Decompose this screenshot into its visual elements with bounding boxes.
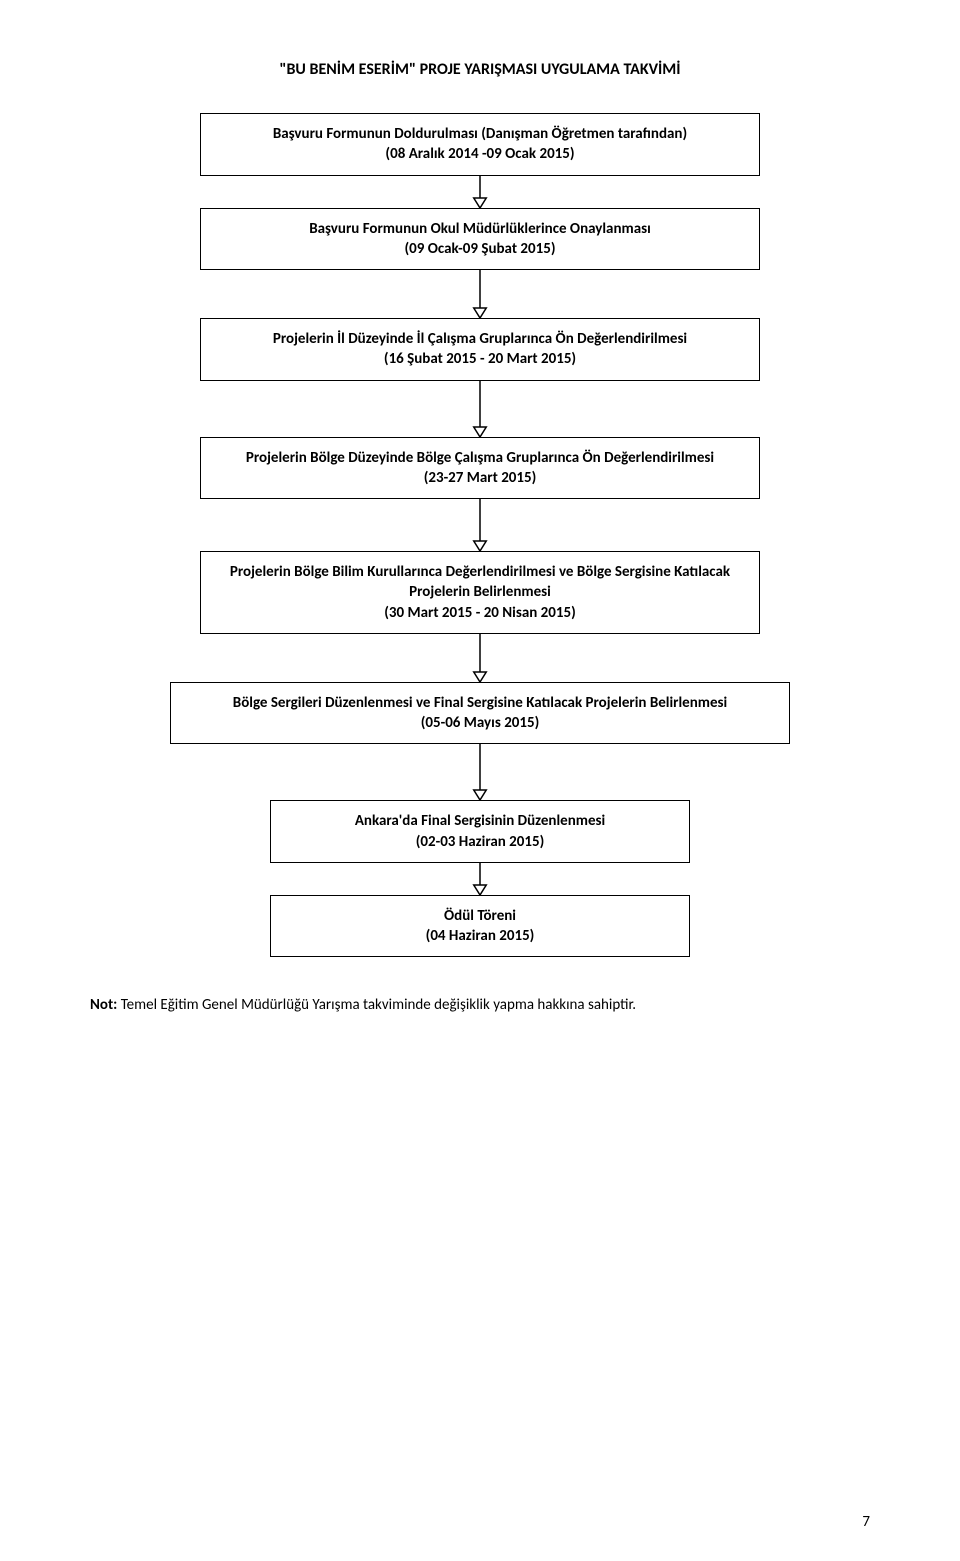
flow-step-date: (08 Aralık 2014 -09 Ocak 2015) (221, 144, 739, 164)
flowchart: Başvuru Formunun Doldurulması (Danışman … (90, 113, 870, 957)
flow-step-date: (05-06 Mayıs 2015) (191, 713, 769, 733)
flow-step-date: (30 Mart 2015 - 20 Nisan 2015) (221, 603, 739, 623)
flow-step-label: Başvuru Formunun Doldurulması (Danışman … (221, 124, 739, 144)
flow-arrow (470, 634, 490, 682)
flow-step-label: Bölge Sergileri Düzenlenmesi ve Final Se… (191, 693, 769, 713)
note-text: Temel Eğitim Genel Müdürlüğü Yarışma tak… (117, 996, 636, 1014)
flow-step-date: (02-03 Haziran 2015) (291, 832, 669, 852)
flow-step: Başvuru Formunun Okul Müdürlüklerince On… (200, 208, 760, 271)
flow-step: Başvuru Formunun Doldurulması (Danışman … (200, 113, 760, 176)
footer-note: Not: Temel Eğitim Genel Müdürlüğü Yarışm… (90, 995, 870, 1015)
flow-step-label: Ankara'da Final Sergisinin Düzenlenmesi (291, 811, 669, 831)
page-title: "BU BENİM ESERİM" PROJE YARIŞMASI UYGULA… (90, 60, 870, 79)
flow-step-label: Projelerin İl Düzeyinde İl Çalışma Grupl… (221, 329, 739, 349)
flow-step: Ödül Töreni(04 Haziran 2015) (270, 895, 690, 958)
note-prefix: Not: (90, 996, 117, 1014)
page: "BU BENİM ESERİM" PROJE YARIŞMASI UYGULA… (0, 0, 960, 1561)
flow-arrow (470, 270, 490, 318)
flow-step: Ankara'da Final Sergisinin Düzenlenmesi(… (270, 800, 690, 863)
flow-step-date: (04 Haziran 2015) (291, 926, 669, 946)
flow-step-label: Ödül Töreni (291, 906, 669, 926)
flow-step-date: (23-27 Mart 2015) (221, 468, 739, 488)
flow-arrow (470, 499, 490, 551)
flow-arrow (470, 863, 490, 895)
flow-step-label: Projelerin Bölge Düzeyinde Bölge Çalışma… (221, 448, 739, 468)
flow-step: Bölge Sergileri Düzenlenmesi ve Final Se… (170, 682, 790, 745)
flow-step-label: Başvuru Formunun Okul Müdürlüklerince On… (221, 219, 739, 239)
flow-step-label: Projelerin Bölge Bilim Kurullarınca Değe… (221, 562, 739, 603)
flow-arrow (470, 381, 490, 437)
flow-step: Projelerin Bölge Bilim Kurullarınca Değe… (200, 551, 760, 634)
page-number: 7 (862, 1513, 870, 1531)
flow-arrow (470, 176, 490, 208)
flow-step: Projelerin Bölge Düzeyinde Bölge Çalışma… (200, 437, 760, 500)
flow-step-date: (09 Ocak-09 Şubat 2015) (221, 239, 739, 259)
flow-step-date: (16 Şubat 2015 - 20 Mart 2015) (221, 349, 739, 369)
flow-arrow (470, 744, 490, 800)
flow-step: Projelerin İl Düzeyinde İl Çalışma Grupl… (200, 318, 760, 381)
